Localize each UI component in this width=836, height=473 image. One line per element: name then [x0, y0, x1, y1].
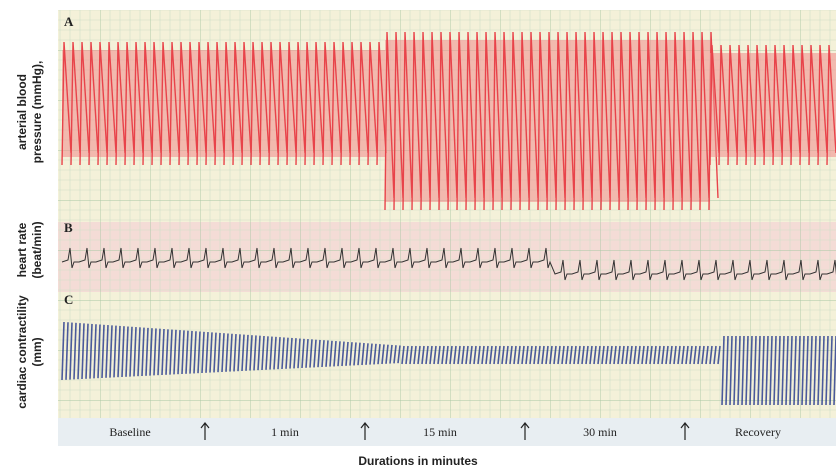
bp-trace	[709, 44, 836, 166]
panel-label: C	[64, 292, 73, 307]
y-label: heart rate (beat/min)	[15, 221, 44, 278]
hr-trace	[61, 247, 836, 281]
y-label-line: heart rate	[15, 222, 29, 277]
contractility-trace	[61, 321, 836, 406]
x-axis-title: Durations in minutes	[358, 454, 478, 468]
bp-trace	[384, 31, 719, 211]
timeline-label: Recovery	[735, 425, 781, 439]
bp-trace	[61, 41, 387, 166]
timeline-label: Baseline	[109, 425, 150, 439]
panel-label: B	[64, 220, 73, 235]
y-label: cardiac contractility (mm)	[15, 295, 44, 409]
y-label-line: pressure (mmHg),	[30, 61, 44, 164]
timeline-label: 15 min	[423, 425, 457, 439]
timeline-label: 30 min	[583, 425, 617, 439]
y-label-line: arterial blood	[15, 74, 29, 150]
y-label-line: (beat/min)	[30, 221, 44, 278]
y-label-line: cardiac contractility	[15, 295, 29, 409]
arrows	[200, 422, 690, 440]
panel-label: A	[64, 14, 74, 29]
y-label: arterial blood pressure (mmHg),	[15, 61, 44, 164]
timeline-label: 1 min	[271, 425, 299, 439]
timeline-strip	[58, 418, 836, 446]
y-label-line: (mm)	[30, 337, 44, 366]
traces	[61, 31, 836, 406]
